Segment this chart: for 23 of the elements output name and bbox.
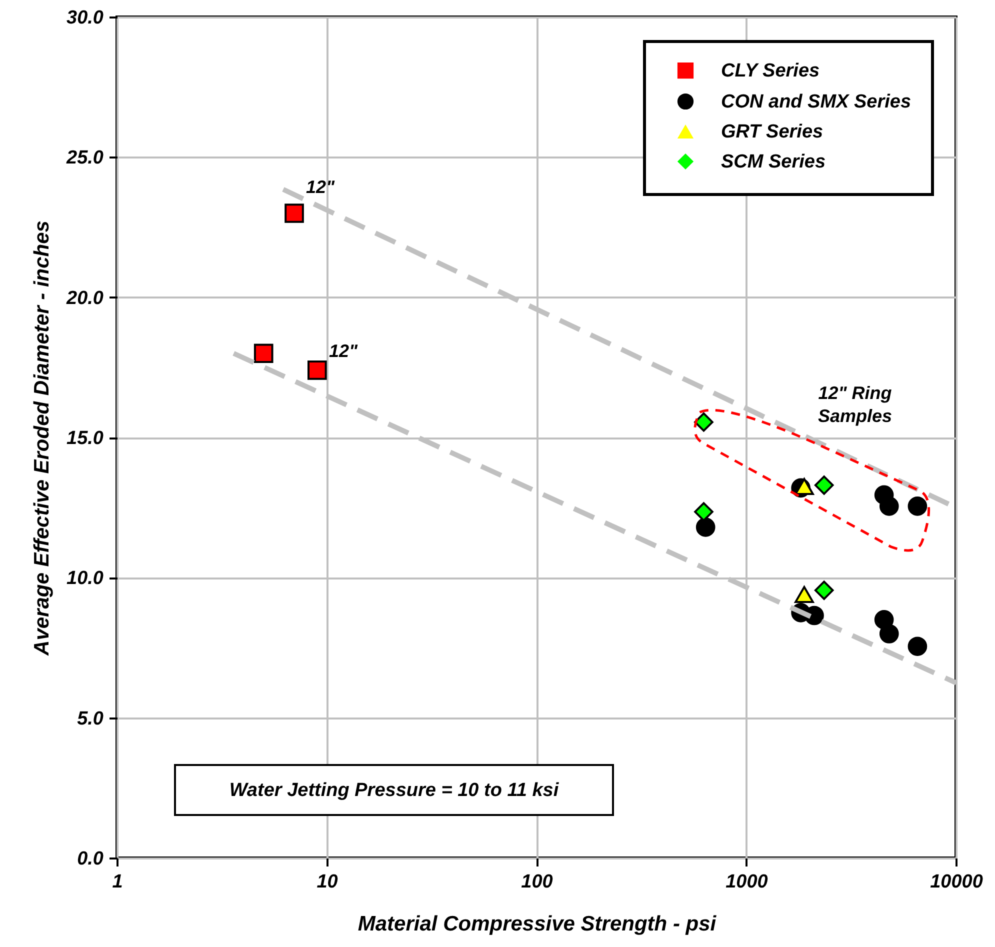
- legend-label: CON and SMX Series: [721, 92, 912, 112]
- annotation: 12" Ring Samples: [816, 382, 894, 428]
- x-tick-label: 10000: [930, 872, 984, 892]
- y-tick-label: 15.0: [66, 428, 104, 449]
- y-tick-label: 25.0: [66, 148, 104, 169]
- y-tick-label: 10.0: [66, 568, 104, 590]
- x-tick-label: 1: [112, 872, 123, 892]
- legend-label: SCM Series: [721, 152, 826, 172]
- annotation: 12": [306, 176, 335, 199]
- x-tick-label: 1000: [726, 872, 768, 892]
- legend-label: GRT Series: [721, 122, 824, 142]
- x-axis-title: Material Compressive Strength - psi: [358, 912, 718, 936]
- x-tick-label: 100: [521, 872, 554, 892]
- annotation: 12": [329, 340, 358, 363]
- y-axis-title: Average Effective Eroded Diameter - inches: [30, 220, 54, 656]
- y-tick-label: 0.0: [77, 848, 104, 870]
- y-tick-label: 5.0: [77, 708, 104, 730]
- text-box: Water Jetting Pressure = 10 to 11 ksi: [174, 764, 614, 816]
- y-tick-label: 20.0: [66, 288, 104, 309]
- legend-label: CLY Series: [721, 60, 820, 82]
- x-tick-label: 10: [316, 872, 338, 892]
- y-tick-label: 30.0: [66, 8, 104, 28]
- annotation: Water Jetting Pressure = 10 to 11 ksi: [229, 778, 559, 802]
